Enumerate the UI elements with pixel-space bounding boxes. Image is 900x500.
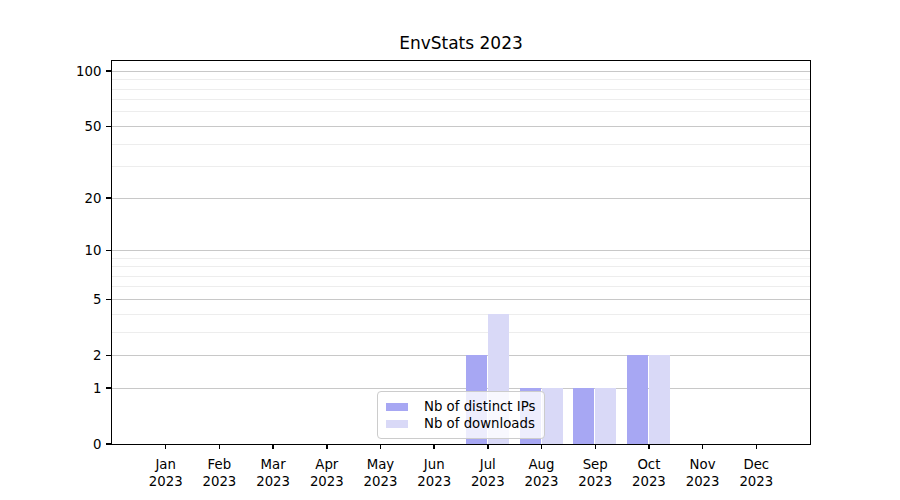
gridline-major — [112, 126, 810, 127]
x-tick-mark — [648, 444, 650, 449]
x-tick-mark — [756, 444, 758, 449]
x-tick-mark — [595, 444, 597, 449]
x-tick-mark — [380, 444, 382, 449]
legend-row-downloads: Nb of downloads — [386, 415, 535, 432]
gridline-major — [112, 388, 810, 389]
gridline-minor — [112, 89, 810, 90]
chart-figure: EnvStats 2023 Jan2023Feb2023Mar2023Apr20… — [0, 0, 900, 500]
legend: Nb of distinct IPs Nb of downloads — [377, 391, 545, 439]
x-tick-label-dec: Dec2023 — [721, 457, 791, 490]
y-tick-mark — [106, 126, 111, 128]
legend-row-distinct-ips: Nb of distinct IPs — [386, 398, 535, 415]
y-tick-mark — [106, 355, 111, 357]
legend-label-distinct-ips: Nb of distinct IPs — [424, 398, 535, 415]
gridline-minor — [112, 276, 810, 277]
x-tick-mark — [433, 444, 435, 449]
y-tick-label-50: 50 — [38, 118, 102, 135]
plot-area — [111, 60, 811, 445]
gridline-minor — [112, 111, 810, 112]
bar-downloads — [595, 388, 616, 444]
x-tick-mark — [487, 444, 489, 449]
gridline-minor — [112, 99, 810, 100]
bar-distinct-ips — [627, 355, 648, 444]
y-tick-label-0: 0 — [38, 436, 102, 453]
x-tick-mark — [219, 444, 221, 449]
gridline-minor — [112, 258, 810, 259]
legend-swatch-downloads — [386, 420, 408, 428]
y-tick-mark — [106, 250, 111, 252]
gridline-minor — [112, 266, 810, 267]
y-tick-label-2: 2 — [38, 347, 102, 364]
gridline-major — [112, 198, 810, 199]
x-tick-mark — [326, 444, 328, 449]
y-tick-label-20: 20 — [38, 190, 102, 207]
x-tick-mark — [702, 444, 704, 449]
y-tick-mark — [106, 70, 111, 72]
gridline-minor — [112, 286, 810, 287]
legend-swatch-distinct-ips — [386, 403, 408, 411]
x-tick-mark — [165, 444, 167, 449]
gridline-major — [112, 355, 810, 356]
gridline-major — [112, 250, 810, 251]
y-tick-label-1: 1 — [38, 380, 102, 397]
gridline-minor — [112, 144, 810, 145]
gridline-minor — [112, 332, 810, 333]
x-tick-mark — [272, 444, 274, 449]
bar-distinct-ips — [573, 388, 594, 444]
y-tick-mark — [106, 299, 111, 301]
y-tick-label-100: 100 — [38, 63, 102, 80]
gridline-minor — [112, 314, 810, 315]
gridline-minor — [112, 166, 810, 167]
y-tick-label-10: 10 — [38, 242, 102, 259]
y-tick-mark — [106, 387, 111, 389]
gridline-major — [112, 71, 810, 72]
gridline-major — [112, 299, 810, 300]
bar-downloads — [649, 355, 670, 444]
y-tick-label-5: 5 — [38, 291, 102, 308]
y-tick-mark — [106, 197, 111, 199]
x-tick-mark — [541, 444, 543, 449]
y-tick-mark — [106, 443, 111, 445]
gridline-minor — [112, 79, 810, 80]
legend-label-downloads: Nb of downloads — [424, 415, 535, 432]
chart-title: EnvStats 2023 — [112, 33, 810, 53]
